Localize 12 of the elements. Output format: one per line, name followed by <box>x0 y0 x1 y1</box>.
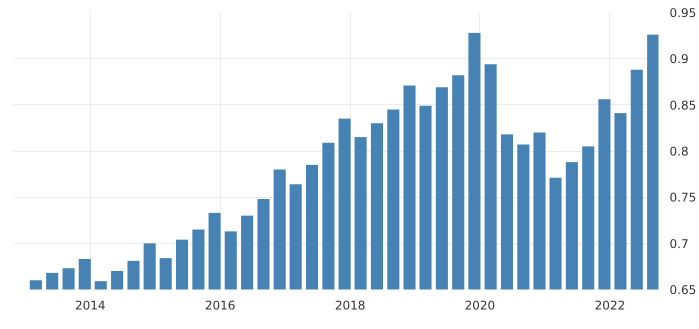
x-tick-label: 2014 <box>74 298 106 312</box>
y-tick-label: 0.75 <box>670 190 696 205</box>
y-tick-label: 0.95 <box>670 6 696 20</box>
y-tick-label: 0.85 <box>670 98 696 112</box>
x-tick-label: 2022 <box>594 298 626 312</box>
y-tick-label: 0.8 <box>670 144 689 158</box>
y-tick-label: 0.9 <box>670 52 689 66</box>
y-tick-label: 0.65 <box>670 283 696 297</box>
x-tick-label: 2016 <box>204 298 236 312</box>
x-tick-label: 2018 <box>334 298 366 312</box>
y-tick-label: 0.7 <box>670 236 689 251</box>
x-tick-label: 2020 <box>464 298 496 312</box>
